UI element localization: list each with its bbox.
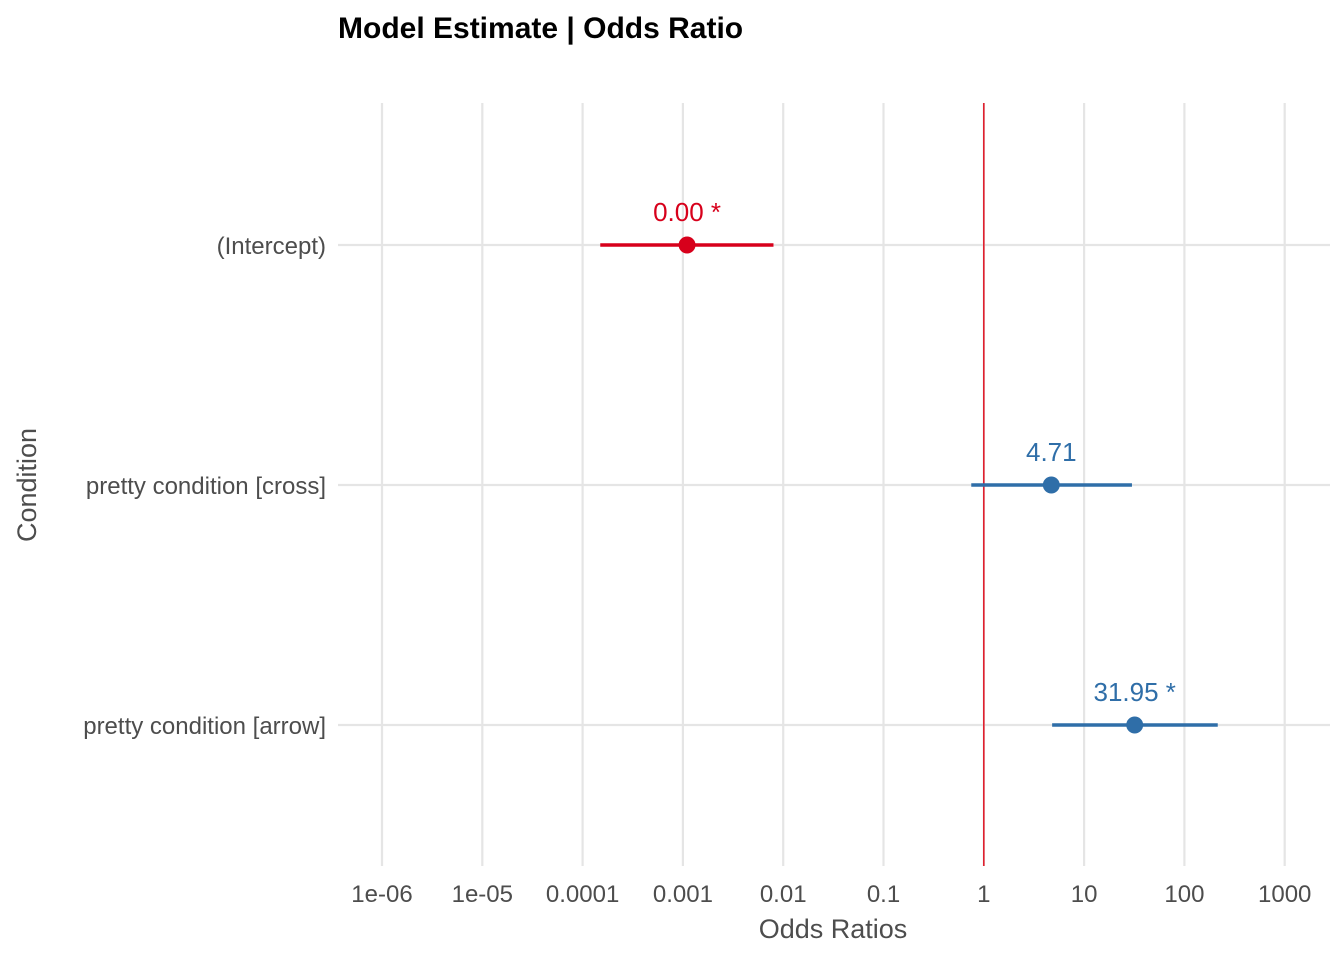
- data-label: 4.71: [1026, 437, 1077, 467]
- x-tick-label: 0.001: [653, 881, 713, 908]
- chart-title: Model Estimate | Odds Ratio: [338, 12, 743, 45]
- marks-layer: [600, 236, 1218, 734]
- y-tick-label: pretty condition [arrow]: [83, 713, 326, 740]
- data-label: 31.95 *: [1093, 677, 1175, 707]
- labels-layer: 1e-06 1e-05 0.0001 0.001 0.01 0.1 1 10 100 1000 (I…: [83, 197, 1311, 908]
- x-axis-title: Odds Ratios: [759, 914, 908, 944]
- x-tick-label: 1e-06: [351, 881, 412, 908]
- grid-layer: [338, 103, 1330, 866]
- x-tick-label: 0.01: [760, 881, 807, 908]
- x-tick-label: 0.1: [867, 881, 900, 908]
- x-tick-label: 100: [1164, 881, 1204, 908]
- x-tick-label: 1000: [1258, 881, 1311, 908]
- y-tick-label: (Intercept): [217, 233, 326, 260]
- data-label: 0.00 *: [653, 197, 721, 227]
- y-tick-label: pretty condition [cross]: [86, 473, 326, 500]
- estimate-point: [1126, 716, 1144, 734]
- x-tick-label: 0.0001: [546, 881, 619, 908]
- x-tick-label: 10: [1071, 881, 1098, 908]
- x-tick-label: 1: [977, 881, 990, 908]
- x-tick-label: 1e-05: [452, 881, 513, 908]
- y-axis-title: Condition: [12, 428, 42, 542]
- estimate-point: [1042, 476, 1060, 494]
- estimate-point: [678, 236, 696, 254]
